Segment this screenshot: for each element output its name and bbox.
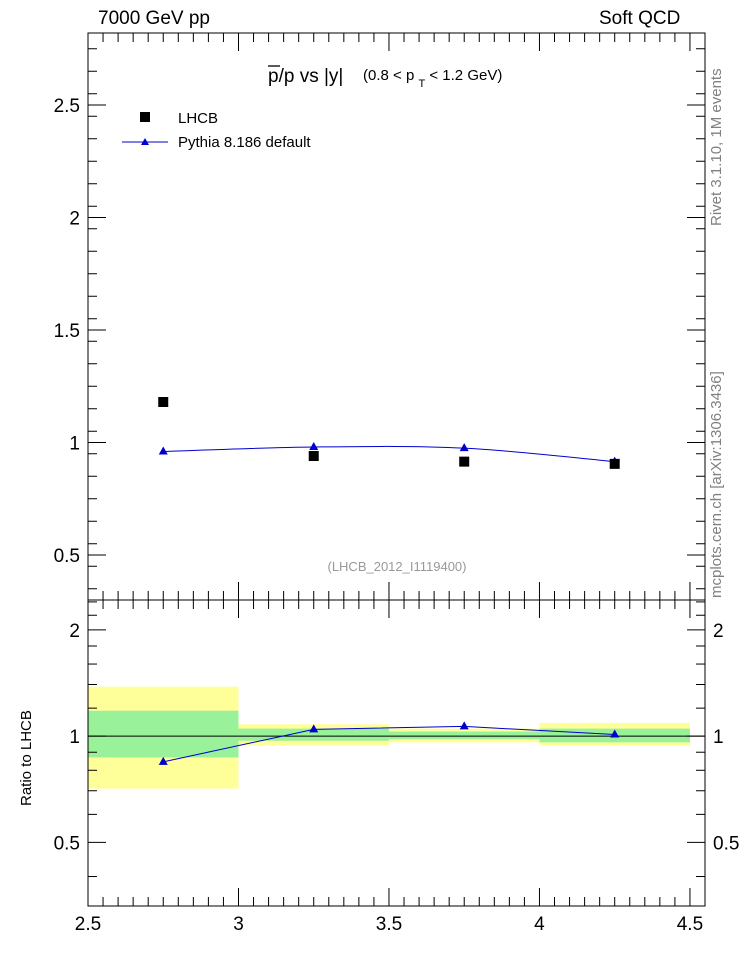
- ratio-xtick-label: 3: [233, 914, 244, 935]
- ratio-pythia-point: [610, 729, 620, 738]
- ratio-xtick-label: 2.5: [75, 914, 101, 935]
- pythia-point: [309, 442, 319, 450]
- ratio-ytick-label: 1: [69, 727, 80, 748]
- legend-lhcb-marker: [140, 112, 150, 122]
- main-ytick-label: 1.5: [54, 321, 80, 342]
- ratio-pythia-point: [309, 724, 319, 733]
- pythia-point: [459, 443, 469, 452]
- ratio-pythia-point: [459, 721, 469, 730]
- ratio-plot-frame: [87, 599, 706, 907]
- ratio-plot-marks: [158, 721, 620, 765]
- ratio-ytick-label-right: 1: [713, 727, 724, 748]
- main-ytick-label: 1: [69, 434, 80, 455]
- ratio-ytick-label: 0.5: [54, 833, 80, 854]
- legend-lhcb-label: LHCB: [178, 110, 218, 127]
- main-ytick-label: 2: [69, 209, 80, 230]
- ratio-xtick-label: 3.5: [376, 914, 402, 935]
- ratio-axis-ticks: 2.5 3 3.5 4 4.5 0.5 0.5 1 1 2 2: [54, 600, 739, 935]
- ratio-pythia-line: [163, 725, 615, 763]
- lhcb-point: [609, 458, 620, 469]
- ratio-band-inner: [388, 731, 540, 740]
- ratio-bands: [88, 686, 705, 789]
- chart-title-range: (0.8 < p T < 1.2 GeV): [363, 67, 502, 91]
- main-ytick-label: 2.5: [54, 96, 80, 117]
- ratio-xtick-label: 4.5: [677, 914, 703, 935]
- process-label: Soft QCD: [599, 8, 681, 29]
- energy-label: 7000 GeV pp: [98, 8, 210, 29]
- pythia-point: [158, 446, 168, 455]
- legend-pythia-marker: [141, 138, 149, 145]
- ratio-ytick-label-right: 2: [713, 621, 724, 642]
- main-ytick-label: 0.5: [54, 546, 80, 567]
- analysis-watermark: (LHCB_2012_I1119400): [327, 559, 466, 574]
- legend-pythia-label: Pythia 8.186 default: [178, 134, 311, 151]
- main-plot-marks: [158, 397, 620, 469]
- lhcb-point: [308, 451, 319, 461]
- chart-title: p/p vs |y|: [268, 66, 343, 87]
- lhcb-point: [158, 397, 169, 407]
- ratio-ytick-label: 2: [69, 621, 80, 642]
- main-axis-ticks: 0.5 1 1.5 2 2.5: [54, 33, 705, 600]
- ratio-pythia-point: [158, 756, 168, 765]
- ratio-ytick-label-right: 0.5: [713, 833, 739, 854]
- pythia-curve: [163, 445, 615, 463]
- ratio-xtick-label: 4: [534, 914, 545, 935]
- ratio-band-inner: [88, 710, 239, 758]
- lhcb-point: [459, 456, 470, 467]
